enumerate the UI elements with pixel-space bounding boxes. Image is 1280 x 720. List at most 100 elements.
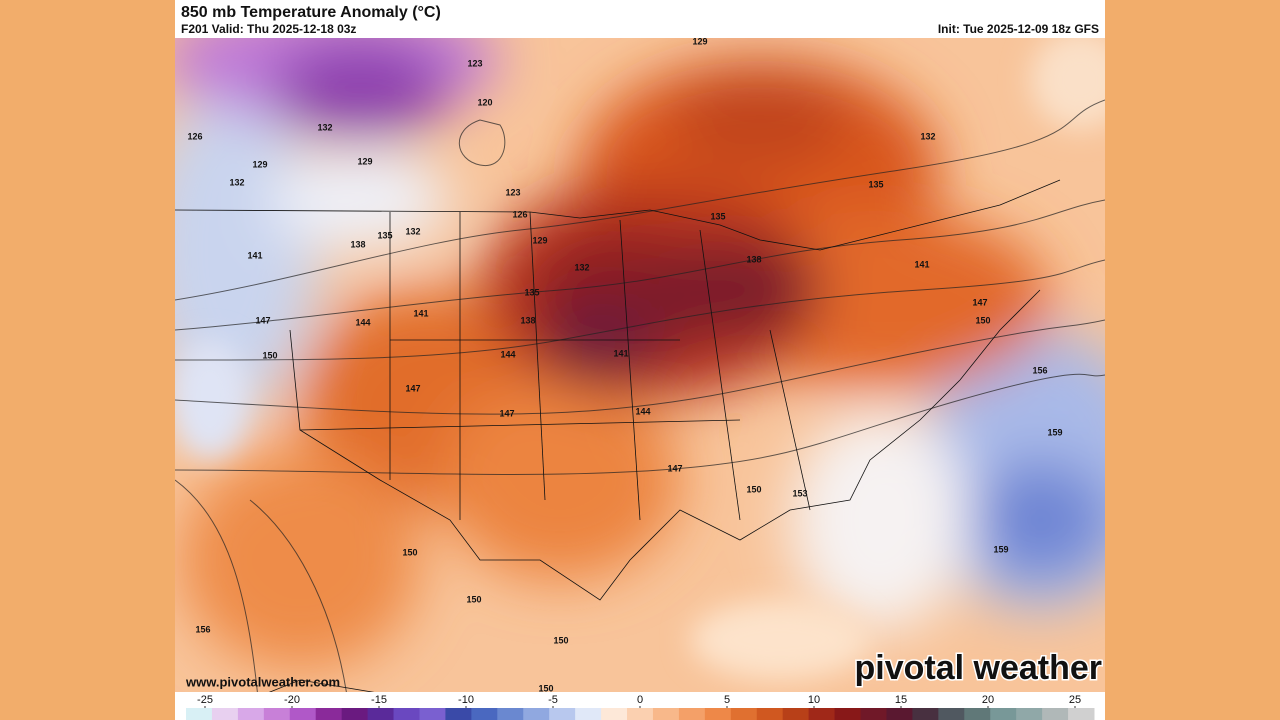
contour-label: 135 — [377, 230, 392, 240]
colorbar-swatch — [367, 708, 395, 720]
colorbar-swatch — [315, 708, 343, 720]
contour-label: 150 — [746, 484, 761, 494]
contour-label: 123 — [467, 58, 482, 68]
colorbar-swatch — [601, 708, 628, 720]
colorbar-swatch — [860, 708, 887, 720]
contour-label: 156 — [195, 624, 210, 634]
map-field — [175, 38, 1105, 692]
contour-label: 147 — [972, 297, 987, 307]
colorbar-tick-label: 0 — [637, 694, 643, 706]
colorbar-swatch — [627, 708, 654, 720]
colorbar-swatch — [938, 708, 965, 720]
colorbar-swatch — [1042, 708, 1069, 720]
colorbar-swatch — [211, 708, 239, 720]
contour-label: 141 — [613, 348, 628, 358]
colorbar-tick-label: -10 — [458, 694, 474, 706]
colorbar-swatch — [808, 708, 836, 720]
contour-label: 132 — [405, 226, 420, 236]
colorbar-swatch — [289, 708, 317, 720]
colorbar-swatch — [445, 708, 472, 720]
contour-label: 138 — [520, 315, 535, 325]
colorbar-swatch — [419, 708, 446, 720]
colorbar-swatch — [575, 708, 602, 720]
colorbar-swatch — [1068, 708, 1095, 720]
contour-label: 135 — [710, 211, 725, 221]
contour-label: 147 — [405, 383, 420, 393]
contour-label: 144 — [355, 317, 370, 327]
colorbar-swatch — [393, 708, 420, 720]
contour-label: 141 — [914, 259, 929, 269]
contour-label: 150 — [402, 547, 417, 557]
boundaries — [175, 179, 1061, 692]
colorbar-tick-label: -5 — [548, 694, 558, 706]
contour-label: 141 — [413, 308, 428, 318]
contour-label: 150 — [538, 683, 553, 693]
colorbar-swatch — [886, 708, 913, 720]
contour-label: 123 — [505, 187, 520, 197]
colorbar: -25 -20 -15 -10 -5 0 5 10 15 20 25 — [186, 694, 1095, 720]
colorbar-swatch — [497, 708, 524, 720]
contour-label: 150 — [553, 635, 568, 645]
colorbar-tick-label: 5 — [724, 694, 730, 706]
contour-label: 141 — [247, 250, 262, 260]
brand: pivotal weather — [854, 649, 1102, 687]
contour-label: 138 — [746, 254, 761, 264]
contour-label: 153 — [792, 488, 807, 498]
contour-label: 150 — [262, 350, 277, 360]
contour-label: 138 — [350, 239, 365, 249]
contour-label: 129 — [252, 159, 267, 169]
colorbar-swatch — [237, 708, 265, 720]
colorbar-swatch — [756, 708, 784, 720]
contour-label: 132 — [229, 177, 244, 187]
contour-label: 132 — [317, 122, 332, 132]
colorbar-swatch — [730, 708, 758, 720]
contour-lines — [175, 99, 1105, 692]
contour-label: 126 — [512, 209, 527, 219]
contour-label: 129 — [357, 156, 372, 166]
colorbar-tick-label: 10 — [808, 694, 820, 706]
colorbar-tick-label: 25 — [1069, 694, 1081, 706]
colorbar-swatch — [964, 708, 991, 720]
contour-label: 144 — [500, 349, 515, 359]
contour-label: 144 — [635, 406, 650, 416]
contour-label: 159 — [1047, 427, 1062, 437]
colorbar-swatch — [523, 708, 550, 720]
colorbar-swatch — [186, 708, 213, 720]
valid-time: F201 Valid: Thu 2025-12-18 03z — [181, 22, 356, 36]
colorbar-swatch — [549, 708, 576, 720]
title: 850 mb Temperature Anomaly (°C) — [181, 4, 441, 21]
colorbar-swatch — [678, 708, 706, 720]
colorbar-tick-label: -25 — [197, 694, 213, 706]
contour-label: 120 — [477, 97, 492, 107]
contour-label: 147 — [667, 463, 682, 473]
colorbar-swatch — [782, 708, 810, 720]
colorbar-tick-label: 20 — [982, 694, 994, 706]
colorbar-swatch — [912, 708, 939, 720]
colorbar-swatch — [1016, 708, 1043, 720]
colorbar-tick-label: -20 — [284, 694, 300, 706]
colorbar-swatch — [990, 708, 1017, 720]
contour-label: 147 — [255, 315, 270, 325]
contour-label: 147 — [499, 408, 514, 418]
init-time: Init: Tue 2025-12-09 18z GFS — [938, 22, 1099, 36]
contour-label: 135 — [524, 287, 539, 297]
colorbar-swatch — [652, 708, 680, 720]
contour-label: 159 — [993, 544, 1008, 554]
colorbar-swatch — [834, 708, 862, 720]
contour-label: 135 — [868, 179, 883, 189]
contour-labels: 129 123 120 126 132 129 132 129 123 126 135 132 138 1… — [187, 36, 1062, 693]
colorbar-tick-label: -15 — [371, 694, 387, 706]
colorbar-swatch — [704, 708, 732, 720]
colorbar-swatch — [471, 708, 498, 720]
colorbar-swatch — [263, 708, 291, 720]
contour-label: 150 — [466, 594, 481, 604]
contour-label: 150 — [975, 315, 990, 325]
website: www.pivotalweather.com — [185, 674, 340, 689]
contour-label: 126 — [187, 131, 202, 141]
colorbar-swatch — [341, 708, 369, 720]
contour-label: 132 — [920, 131, 935, 141]
contour-label: 156 — [1032, 365, 1047, 375]
contour-label: 129 — [532, 235, 547, 245]
